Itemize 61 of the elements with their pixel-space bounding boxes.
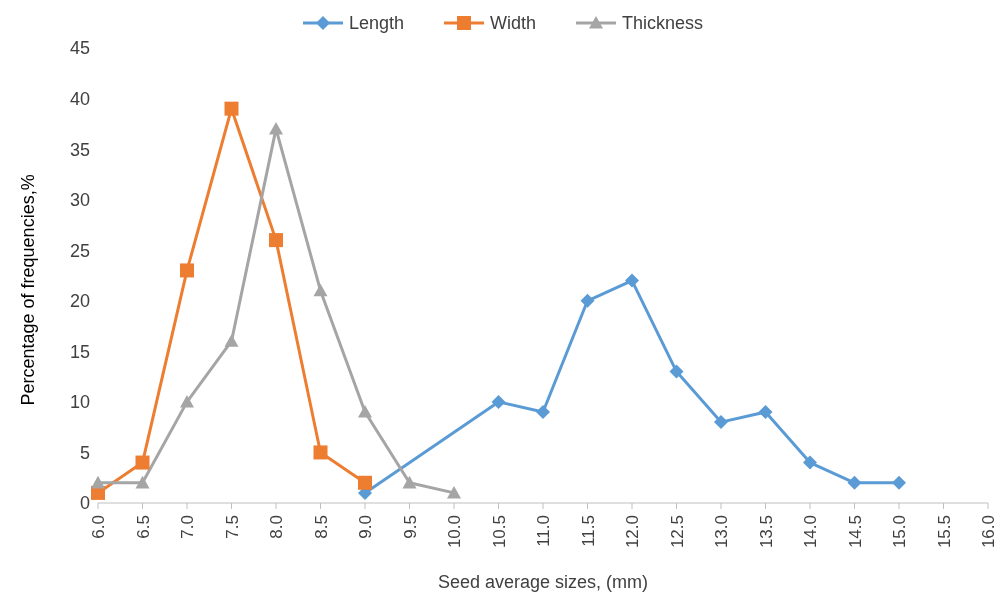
y-tick-label: 15 [69,341,90,362]
y-tick-label: 30 [69,190,90,211]
point [714,415,728,430]
point [669,364,684,379]
point [536,405,550,419]
point [803,455,817,470]
y-tick-label: 20 [69,291,90,312]
x-tick-label: 13.0 [712,515,732,549]
y-axis-title: Percentage of frequencies,% [18,174,39,406]
y-tick-label: 45 [69,38,90,59]
point [313,283,328,297]
point [580,293,595,308]
point [313,445,328,460]
x-tick-label: 13.5 [756,515,776,549]
x-tick-label: 11.5 [578,515,598,547]
point [135,455,150,470]
legend-label: Length [348,12,404,34]
x-tick-label: 9.0 [356,515,376,539]
x-tick-label: 7.5 [222,515,242,539]
point [625,273,639,288]
x-tick-label: 12.0 [623,515,643,549]
x-tick-label: 10.0 [445,515,465,549]
point [180,263,194,278]
x-tick-label: 15.5 [934,515,954,549]
x-tick-label: 8.0 [267,515,287,539]
point [269,121,283,135]
point [224,334,239,347]
x-tick-label: 10.5 [489,515,509,549]
x-tick-label: 8.5 [311,515,331,539]
x-tick-label: 7.0 [178,515,198,539]
point [847,475,862,490]
y-tick-label: 10 [69,392,90,413]
y-tick-label: 0 [79,493,90,514]
point [758,405,773,419]
x-tick-label: 14.5 [845,515,865,549]
point [135,475,150,489]
y-tick-label: 35 [69,139,90,160]
y-tick-label: 5 [79,442,90,463]
point [358,475,372,490]
legend-label: Thickness [622,12,704,34]
x-tick-label: 9.5 [400,515,420,539]
legend-label: Width [490,12,537,34]
y-tick-label: 25 [69,240,90,261]
point [447,485,461,499]
x-tick-label: 11.0 [534,515,554,547]
point [358,405,372,418]
x-tick-label: 16.0 [979,515,999,549]
x-tick-label: 12.5 [667,515,687,549]
point [224,101,239,116]
point [91,475,105,489]
point [180,394,194,408]
x-tick-label: 6.0 [89,515,109,539]
point [269,233,283,248]
y-tick-label: 40 [69,88,90,109]
x-tick-label: 15.0 [890,515,910,549]
point [491,394,506,409]
x-axis-title: Seed average sizes, (mm) [437,572,649,592]
x-tick-label: 6.5 [133,515,153,539]
point [402,475,417,489]
x-tick-label: 14.0 [801,515,821,549]
point [892,475,906,490]
